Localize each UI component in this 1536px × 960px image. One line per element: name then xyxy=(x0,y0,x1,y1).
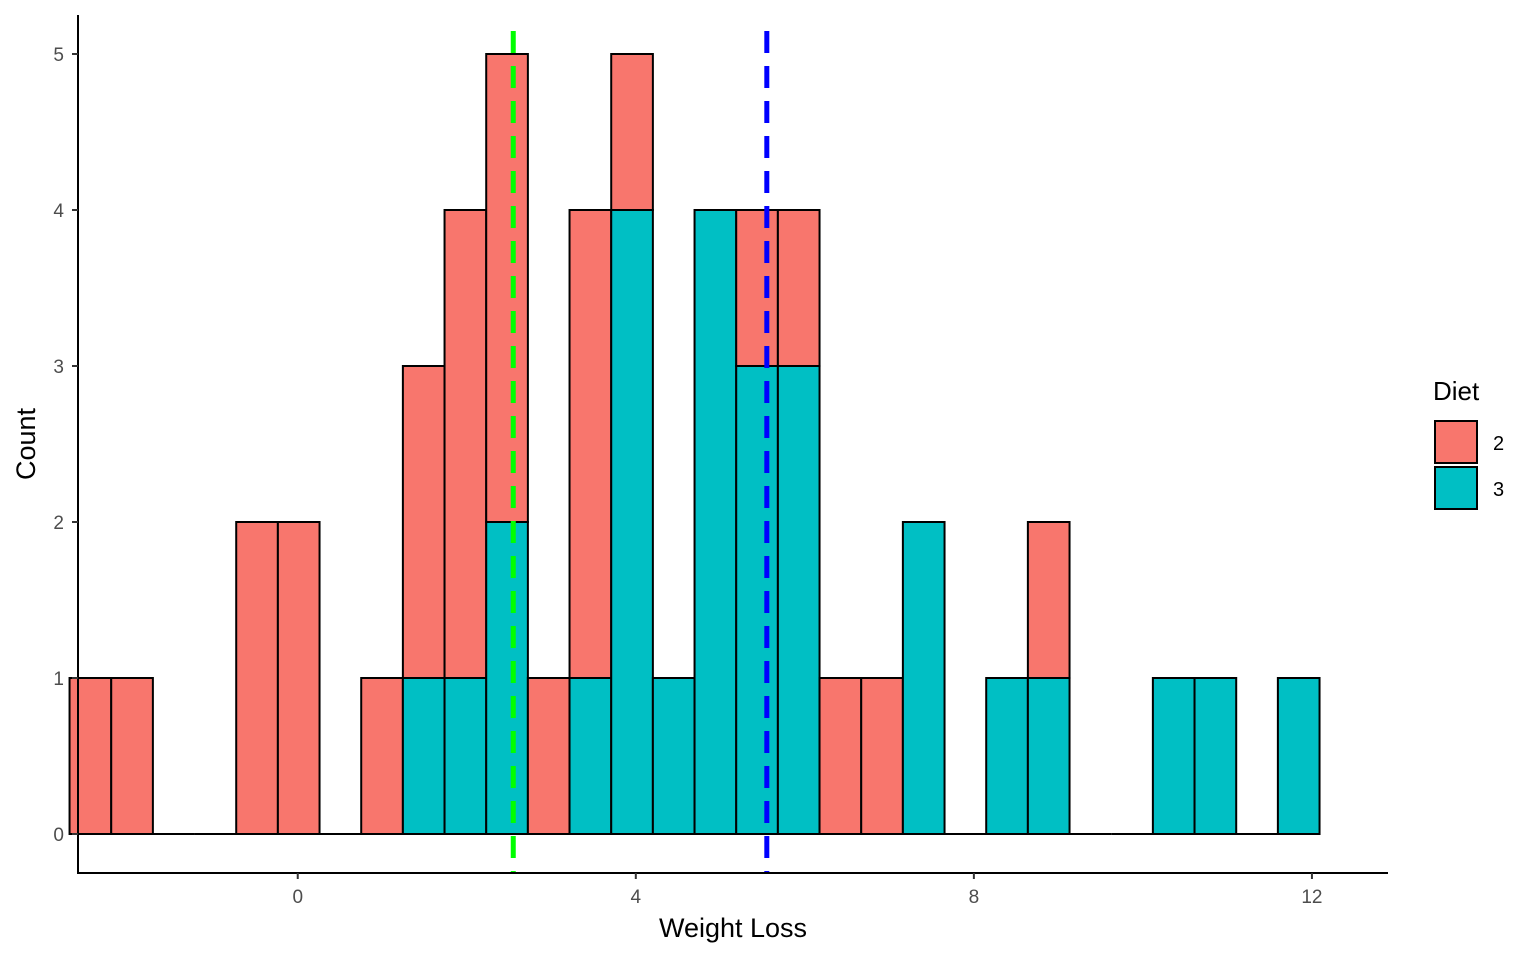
legend: Diet 2 3 xyxy=(1433,376,1504,510)
bar-diet-2-bin-5 xyxy=(276,521,321,835)
bar-diet-3-bin-27 xyxy=(1193,677,1238,835)
bar-diet-3-bin-8 xyxy=(401,677,446,835)
bar-diet-2-bin-19 xyxy=(860,677,904,835)
y-axis-title: Count xyxy=(11,407,41,480)
bar-diet-2-bin-23 xyxy=(1026,521,1071,679)
bar-diet-2-bin-17 xyxy=(776,209,821,367)
bar-diet-3-bin-15 xyxy=(693,209,738,835)
bar-diet-3-bin-20 xyxy=(901,521,946,835)
bar-diet-3-bin-26 xyxy=(1151,677,1196,835)
reference-lines xyxy=(510,31,770,873)
x-axis-title: Weight Loss xyxy=(659,913,807,943)
x-tick-label-4: 4 xyxy=(631,887,642,908)
legend-key-diet-2 xyxy=(1434,420,1478,464)
bar-diet-3-bin-12 xyxy=(568,677,613,835)
bar-diet-2-bin-7 xyxy=(360,677,404,835)
y-ticks: 0 1 2 3 4 5 xyxy=(53,45,78,846)
bar-diet-2-bin-12 xyxy=(568,209,613,679)
bar-diet-2-bin-18 xyxy=(818,677,863,835)
y-tick-label-1: 1 xyxy=(53,669,64,690)
axes xyxy=(77,15,1388,874)
y-tick-label-0: 0 xyxy=(53,825,64,846)
x-ticks: 0 4 8 12 xyxy=(292,873,1323,908)
bar-diet-2-bin-10 xyxy=(485,53,529,523)
bar-diet-2-bin-4 xyxy=(235,521,279,835)
legend-title: Diet xyxy=(1433,376,1480,406)
bar-diet-2-bin-1 xyxy=(110,677,154,835)
y-tick-label-2: 2 xyxy=(53,513,64,534)
bars-group xyxy=(68,53,1321,835)
legend-label-diet-3: 3 xyxy=(1493,479,1504,501)
x-tick-label-8: 8 xyxy=(969,887,980,908)
bar-diet-2-bin-9 xyxy=(443,209,488,679)
x-tick-label-12: 12 xyxy=(1301,887,1322,908)
bar-diet-3-bin-13 xyxy=(610,209,654,835)
y-tick-label-5: 5 xyxy=(53,45,64,66)
bar-diet-2-bin-13 xyxy=(610,53,654,211)
bar-diet-3-bin-14 xyxy=(651,677,696,835)
bar-diet-3-bin-16 xyxy=(735,365,779,835)
bar-diet-2-bin-8 xyxy=(401,365,446,679)
bar-diet-2-bin-0 xyxy=(68,677,113,835)
bar-diet-3-bin-23 xyxy=(1026,677,1071,835)
bar-diet-3-bin-9 xyxy=(443,677,488,835)
legend-key-diet-3 xyxy=(1434,466,1478,510)
bar-diet-3-bin-10 xyxy=(485,521,529,835)
y-tick-label-4: 4 xyxy=(53,201,64,222)
bar-diet-2-bin-16 xyxy=(735,209,779,367)
legend-label-diet-2: 2 xyxy=(1493,433,1504,455)
bar-diet-3-bin-29 xyxy=(1276,677,1321,835)
bar-diet-3-bin-17 xyxy=(776,365,821,835)
y-tick-label-3: 3 xyxy=(53,357,64,378)
bar-diet-2-bin-11 xyxy=(526,677,571,835)
bar-diet-3-bin-22 xyxy=(985,677,1029,835)
x-tick-label-0: 0 xyxy=(292,887,303,908)
